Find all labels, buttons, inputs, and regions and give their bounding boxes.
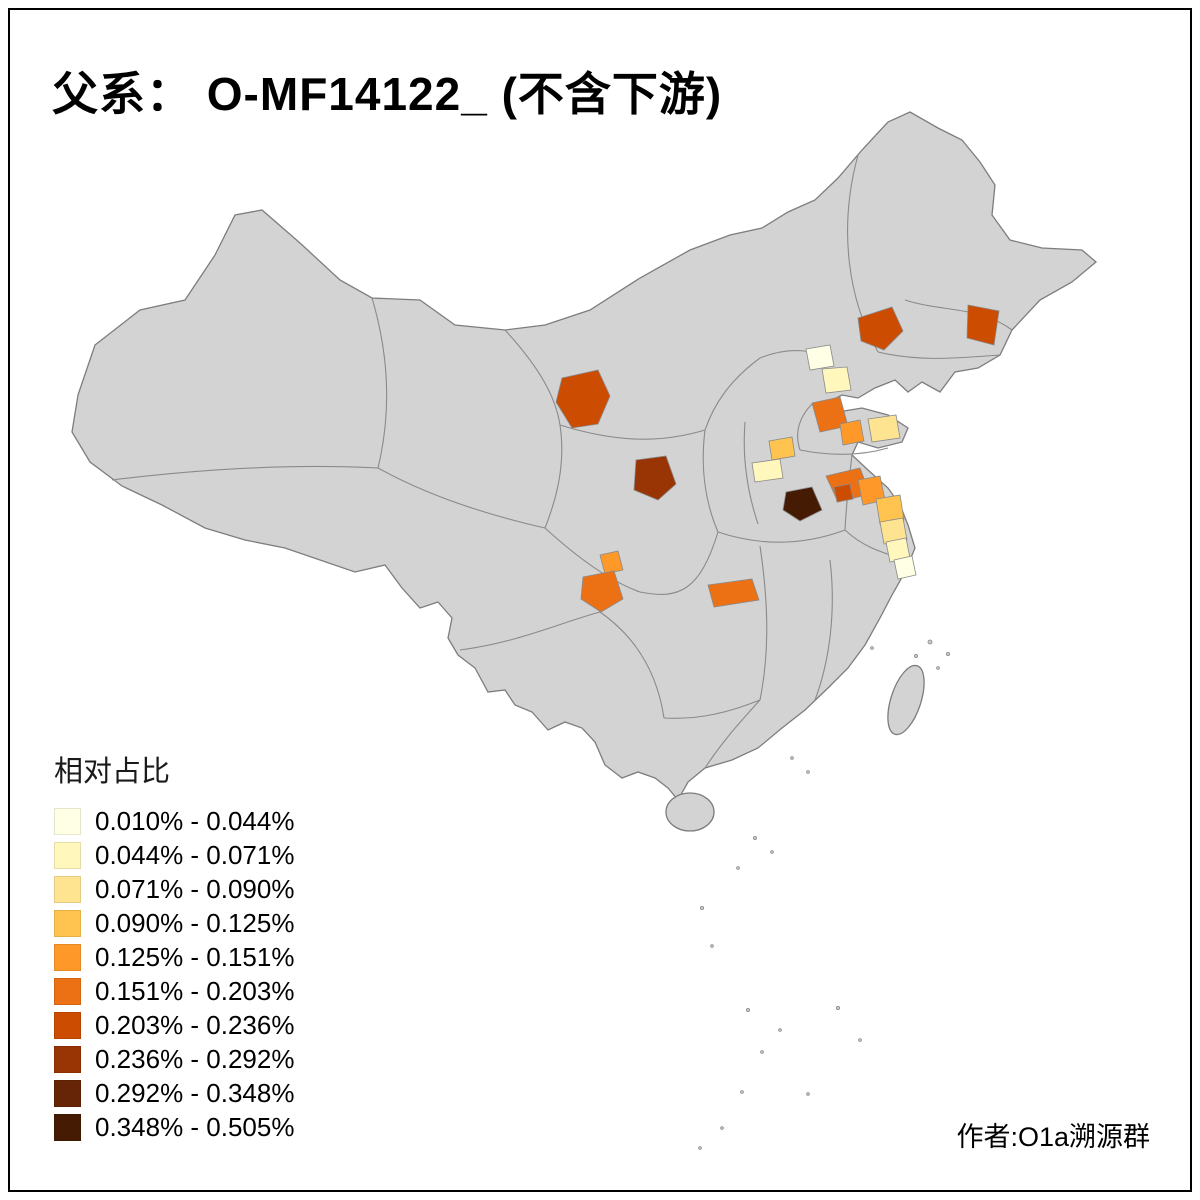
- highlighted-regions: [555, 304, 1000, 613]
- legend-label: 0.203% - 0.236%: [95, 1010, 295, 1040]
- region-jilin-west: [857, 306, 904, 351]
- legend-label: 0.010% - 0.044%: [95, 806, 295, 836]
- region-beijing-south: [821, 366, 852, 394]
- legend-swatch: [54, 944, 81, 971]
- legend-swatch: [54, 910, 81, 937]
- legend-swatch: [54, 1114, 81, 1141]
- legend-item: 0.125% - 0.151%: [54, 942, 295, 972]
- legend-swatch: [54, 876, 81, 903]
- legend-title: 相对占比: [54, 756, 171, 788]
- legend-item: 0.292% - 0.348%: [54, 1078, 295, 1108]
- legend-item: 0.203% - 0.236%: [54, 1010, 295, 1040]
- region-huaibei-spot: [833, 483, 854, 503]
- legend: 相对占比 0.010% - 0.044% 0.044% - 0.071% 0.0…: [54, 748, 294, 1148]
- region-jilin-east: [966, 304, 1000, 346]
- china-mainland-shape: [71, 111, 1098, 802]
- region-beijing-north: [805, 344, 835, 371]
- legend-item: 0.010% - 0.044%: [54, 806, 295, 836]
- legend-label: 0.348% - 0.505%: [95, 1112, 295, 1142]
- legend-swatch: [54, 1012, 81, 1039]
- region-sichuan-north: [599, 550, 624, 575]
- region-shaanxi-central: [633, 455, 677, 501]
- legend-label: 0.236% - 0.292%: [95, 1044, 295, 1074]
- legend-item: 0.151% - 0.203%: [54, 976, 295, 1006]
- region-shandong-east: [867, 414, 901, 443]
- legend-item: 0.071% - 0.090%: [54, 874, 295, 904]
- legend-swatch: [54, 978, 81, 1005]
- legend-swatch: [54, 1046, 81, 1073]
- region-shanghai: [893, 555, 917, 580]
- region-ningxia: [555, 369, 611, 429]
- page-title: 父系： O-MF14122_ (不含下游): [52, 68, 723, 120]
- region-hebei-south: [768, 436, 796, 461]
- legend-item: 0.044% - 0.071%: [54, 840, 295, 870]
- taiwan-island: [887, 664, 925, 736]
- region-henan-south: [782, 486, 823, 522]
- legend-item: 0.236% - 0.292%: [54, 1044, 295, 1074]
- author-credit: 作者:O1a溯源群: [956, 1122, 1150, 1152]
- region-henan-east: [751, 458, 784, 483]
- legend-label: 0.125% - 0.151%: [95, 942, 295, 972]
- legend-swatch: [54, 1080, 81, 1107]
- legend-label: 0.151% - 0.203%: [95, 976, 295, 1006]
- region-sichuan-chengdu: [580, 570, 624, 613]
- legend-label: 0.292% - 0.348%: [95, 1078, 295, 1108]
- legend-label: 0.044% - 0.071%: [95, 840, 295, 870]
- legend-swatch: [54, 808, 81, 835]
- region-hunan-north: [707, 578, 760, 608]
- legend-label: 0.090% - 0.125%: [95, 908, 295, 938]
- legend-item: 0.090% - 0.125%: [54, 908, 295, 938]
- hainan-island: [665, 792, 715, 832]
- legend-swatch: [54, 842, 81, 869]
- region-jiangsu-north: [875, 494, 905, 525]
- region-jiangsu-central: [879, 517, 908, 545]
- legend-item: 0.348% - 0.505%: [54, 1112, 295, 1142]
- south-china-sea-islands: [698, 639, 951, 1150]
- region-shandong-central: [839, 419, 865, 446]
- legend-label: 0.071% - 0.090%: [95, 874, 295, 904]
